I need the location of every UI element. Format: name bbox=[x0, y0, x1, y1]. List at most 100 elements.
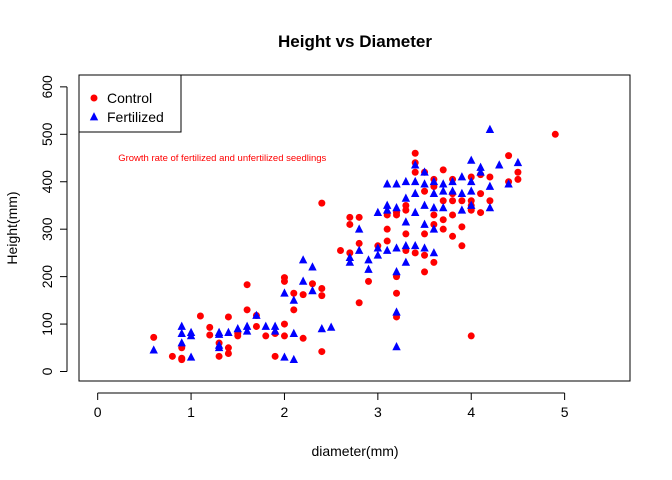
point-fertilized bbox=[401, 240, 411, 250]
y-axis-label: Height(mm) bbox=[4, 191, 20, 264]
y-tick-label: 200 bbox=[39, 265, 55, 289]
point-control bbox=[271, 352, 279, 360]
point-fertilized bbox=[298, 255, 308, 264]
point-control bbox=[280, 274, 288, 282]
point-fertilized bbox=[373, 243, 383, 252]
point-control bbox=[280, 320, 288, 328]
data-points bbox=[149, 124, 559, 364]
point-fertilized bbox=[392, 179, 401, 188]
point-fertilized bbox=[439, 186, 448, 195]
point-fertilized bbox=[280, 352, 289, 361]
point-fertilized bbox=[467, 155, 476, 164]
point-control bbox=[467, 332, 475, 340]
point-control bbox=[196, 312, 204, 320]
point-control bbox=[411, 149, 419, 157]
point-fertilized bbox=[252, 310, 261, 319]
point-control bbox=[477, 190, 485, 198]
point-fertilized bbox=[308, 262, 317, 271]
point-fertilized bbox=[439, 179, 448, 188]
point-fertilized bbox=[373, 207, 383, 216]
point-fertilized bbox=[382, 245, 392, 254]
point-control bbox=[421, 251, 429, 259]
point-fertilized bbox=[177, 328, 186, 337]
point-control bbox=[318, 348, 326, 356]
point-control bbox=[308, 280, 316, 288]
point-fertilized bbox=[485, 203, 495, 212]
point-fertilized bbox=[280, 288, 289, 297]
point-fertilized bbox=[177, 321, 186, 330]
point-fertilized bbox=[401, 217, 411, 226]
point-fertilized bbox=[177, 338, 186, 347]
point-fertilized bbox=[420, 179, 429, 188]
point-fertilized bbox=[429, 176, 439, 186]
point-control bbox=[346, 220, 354, 228]
point-fertilized bbox=[186, 352, 196, 361]
point-fertilized bbox=[392, 307, 401, 316]
point-control bbox=[224, 344, 232, 352]
point-fertilized bbox=[429, 188, 439, 197]
point-fertilized bbox=[214, 329, 224, 338]
point-fertilized bbox=[242, 326, 252, 335]
legend: Control Fertilized bbox=[78, 74, 182, 133]
point-fertilized bbox=[411, 176, 420, 186]
point-fertilized bbox=[457, 205, 467, 214]
point-control bbox=[168, 352, 176, 360]
point-fertilized bbox=[411, 160, 420, 169]
point-fertilized bbox=[485, 181, 495, 190]
point-fertilized bbox=[467, 186, 476, 195]
point-control bbox=[355, 299, 363, 307]
point-fertilized bbox=[354, 245, 364, 254]
point-control bbox=[318, 284, 326, 292]
chart-title: Height vs Diameter bbox=[278, 32, 432, 51]
point-control bbox=[402, 230, 410, 238]
y-tick-label: 600 bbox=[39, 75, 55, 99]
point-fertilized bbox=[186, 331, 196, 340]
point-control bbox=[280, 332, 288, 340]
point-fertilized bbox=[298, 276, 308, 285]
point-fertilized bbox=[317, 323, 327, 333]
point-control bbox=[224, 313, 232, 321]
x-tick-label: 0 bbox=[94, 404, 102, 420]
point-fertilized bbox=[411, 240, 420, 250]
point-fertilized bbox=[224, 327, 233, 336]
point-control bbox=[514, 175, 522, 183]
point-fertilized bbox=[401, 193, 411, 202]
point-fertilized bbox=[373, 250, 383, 259]
y-tick-label: 500 bbox=[39, 122, 55, 146]
point-fertilized bbox=[345, 252, 355, 262]
point-control bbox=[439, 225, 447, 233]
x-axis-label: diameter(mm) bbox=[311, 443, 398, 459]
point-fertilized bbox=[420, 167, 429, 176]
point-control bbox=[514, 168, 522, 176]
point-control bbox=[505, 152, 513, 160]
point-control bbox=[458, 242, 466, 250]
point-control bbox=[215, 352, 223, 360]
plot-area bbox=[78, 74, 631, 382]
point-control bbox=[486, 197, 494, 205]
point-fertilized bbox=[411, 207, 420, 216]
point-control bbox=[150, 333, 158, 341]
point-fertilized bbox=[289, 328, 298, 337]
point-fertilized bbox=[149, 345, 158, 354]
point-control bbox=[383, 237, 391, 245]
legend-box bbox=[78, 74, 182, 133]
point-fertilized bbox=[457, 172, 467, 181]
y-tick-label: 0 bbox=[39, 367, 55, 375]
x-axis: 0 1 2 3 4 5 bbox=[94, 392, 569, 420]
y-axis: 0 100 200 300 400 500 600 bbox=[39, 75, 68, 375]
point-control bbox=[299, 334, 307, 342]
point-control bbox=[290, 289, 298, 297]
point-fertilized bbox=[364, 264, 373, 273]
point-control bbox=[477, 209, 485, 217]
chart-annotation: Growth rate of fertilized and unfertiliz… bbox=[118, 153, 326, 164]
point-fertilized bbox=[476, 167, 485, 176]
point-fertilized bbox=[401, 257, 411, 266]
point-control bbox=[402, 201, 410, 209]
point-control bbox=[243, 281, 251, 289]
point-control bbox=[393, 289, 401, 297]
point-control bbox=[206, 331, 214, 339]
point-fertilized bbox=[214, 342, 224, 352]
y-tick-label: 400 bbox=[39, 170, 55, 194]
legend-marker-control bbox=[90, 94, 98, 102]
